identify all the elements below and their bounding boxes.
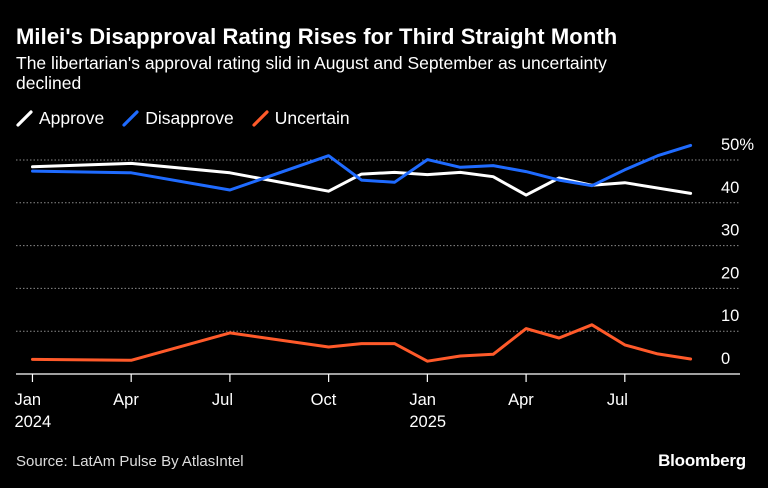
x-tick-label-month-6: Jul (607, 391, 628, 409)
x-tick-label-month-3: Oct (311, 391, 337, 409)
x-tick-label-month-0: Jan (14, 391, 41, 409)
y-tick-label-40: 40 (721, 179, 739, 197)
chart-legend: Approve Disapprove Uncertain (16, 108, 368, 129)
legend-label-approve: Approve (39, 108, 105, 128)
x-tick-label-month-2: Jul (212, 391, 233, 409)
chart-subtitle: The libertarian's approval rating slid i… (16, 53, 607, 93)
legend-item-uncertain: Uncertain (252, 108, 350, 129)
legend-item-approve: Approve (16, 108, 104, 129)
y-tick-label-0: 0 (721, 350, 730, 368)
x-tick-label-year-4: 2025 (409, 413, 446, 431)
x-tick-label-month-4: Jan (409, 391, 436, 409)
legend-label-disapprove: Disapprove (145, 108, 234, 128)
series-line-uncertain (31, 323, 693, 363)
legend-swatch-approve (16, 110, 33, 127)
x-tick-label-year-0: 2024 (14, 413, 51, 431)
x-tick-label-month-1: Apr (113, 391, 139, 409)
y-tick-label-30: 30 (721, 222, 739, 240)
legend-swatch-uncertain (252, 110, 269, 127)
y-tick-label-50: 50% (721, 136, 754, 154)
bloomberg-logo: Bloomberg (658, 451, 746, 470)
legend-item-disapprove: Disapprove (122, 108, 234, 129)
y-tick-label-10: 10 (721, 307, 739, 325)
source-note: Source: LatAm Pulse By AtlasIntel (16, 453, 244, 470)
legend-label-uncertain: Uncertain (274, 108, 350, 128)
y-tick-label-20: 20 (721, 264, 739, 282)
x-tick-label-month-5: Apr (508, 391, 534, 409)
series-line-disapprove (31, 143, 693, 192)
legend-swatch-disapprove (122, 110, 139, 127)
chart-title: Milei's Disapproval Rating Rises for Thi… (16, 24, 618, 49)
